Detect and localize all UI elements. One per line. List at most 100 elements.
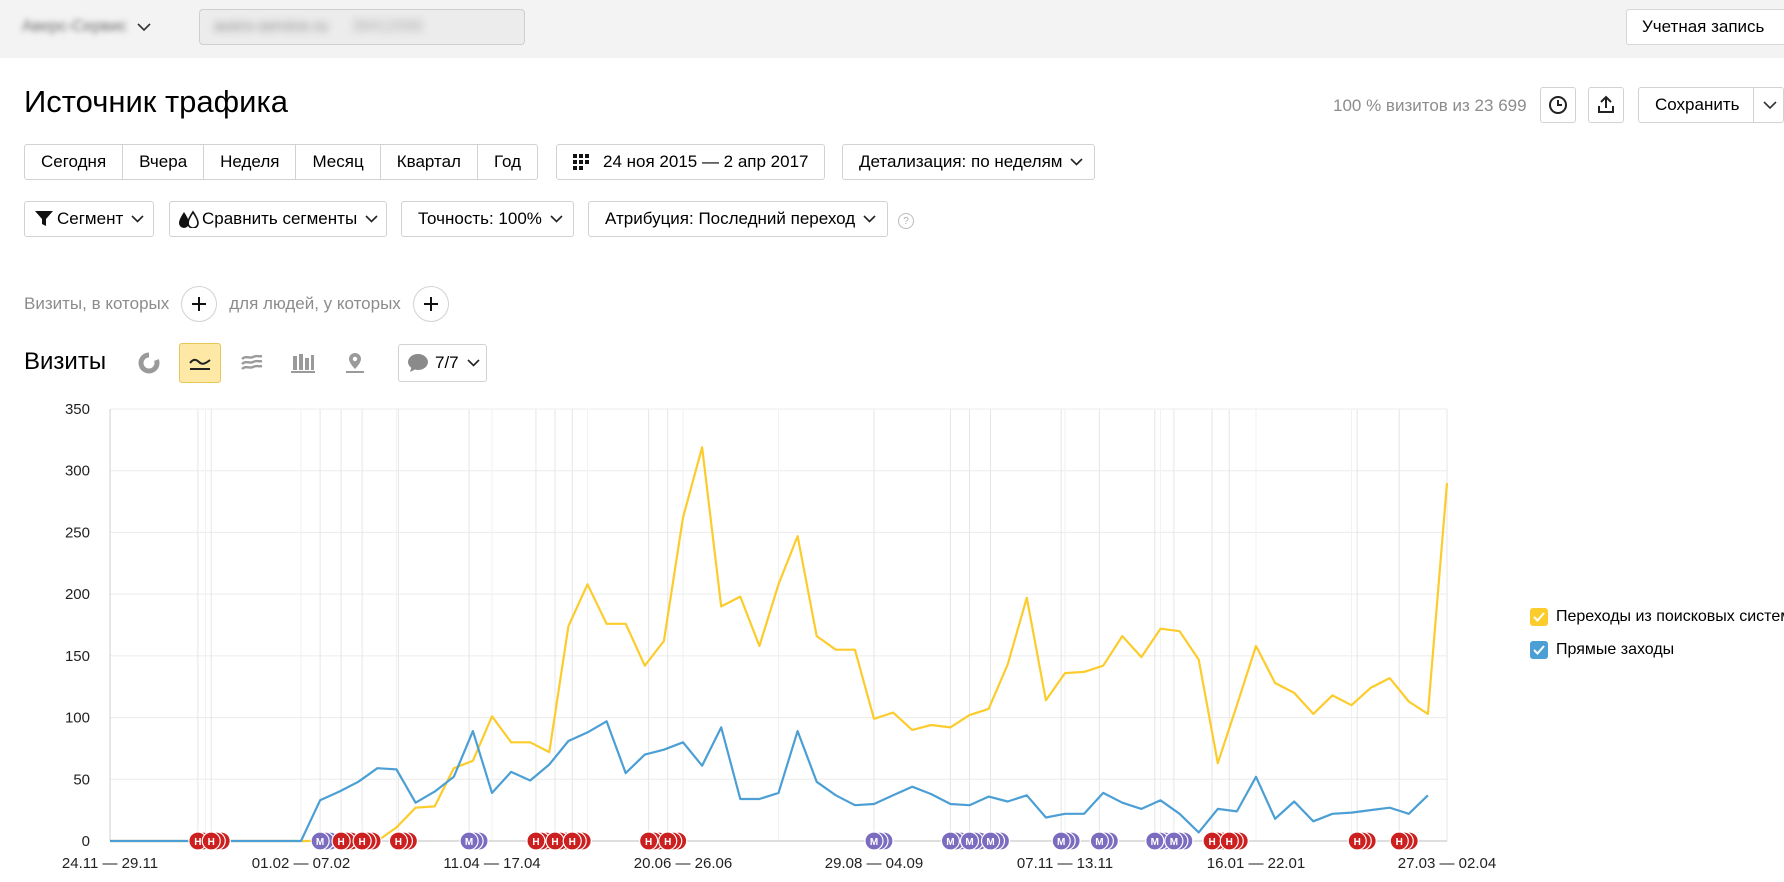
chevron-down-icon: [137, 22, 151, 31]
page-title: Источник трафика: [24, 84, 288, 119]
period-year[interactable]: Год: [493, 152, 522, 171]
segment-label: Сегмент: [57, 209, 124, 228]
legend-label: Переходы из поисковых систем: [1556, 608, 1784, 625]
add-visit-condition-button[interactable]: [181, 286, 218, 322]
compare-segments-dropdown[interactable]: Сравнить сегменты: [169, 201, 387, 237]
chart-type-bar[interactable]: [282, 343, 324, 383]
note-marker: [1145, 831, 1165, 851]
y-tick-label: 250: [65, 524, 90, 541]
note-marker: [388, 831, 409, 851]
note-marker: [980, 831, 1001, 851]
account-label: Учетная запись: [1642, 17, 1765, 36]
note-marker-letter: Н: [1226, 837, 1233, 848]
attribution-help-icon[interactable]: ?: [898, 213, 914, 229]
add-people-condition-button[interactable]: [412, 286, 449, 322]
note-marker-letter: Н: [194, 837, 201, 848]
y-tick-label: 150: [65, 648, 90, 665]
plus-icon: [423, 297, 438, 311]
note-marker: [459, 831, 479, 851]
detail-dropdown[interactable]: Детализация: по неделям: [842, 144, 1095, 180]
x-tick-label: 24.11 — 29.11: [62, 855, 158, 872]
filter-row: Визиты, в которых для людей, у которых: [24, 286, 449, 322]
accuracy-dropdown[interactable]: Точность: 100%: [401, 201, 574, 237]
note-marker: [201, 831, 221, 851]
notes-dropdown[interactable]: 7/7: [398, 344, 487, 382]
note-marker-letter: Н: [1208, 837, 1215, 848]
period-month[interactable]: Месяц: [296, 145, 381, 179]
chevron-down-icon: [863, 215, 876, 223]
chevron-down-icon: [1763, 101, 1777, 110]
note-marker-letter: М: [986, 837, 994, 848]
y-tick-label: 100: [65, 710, 90, 727]
chart-type-pie[interactable]: [128, 343, 170, 383]
note-marker-letter: М: [965, 837, 973, 848]
chart-title: Визиты: [24, 348, 107, 375]
area-chart-icon: [241, 354, 263, 370]
x-tick-label: 11.04 — 17.04: [443, 855, 540, 872]
bar-chart-icon: [291, 354, 315, 373]
x-tick-label: 07.11 — 13.11: [1017, 855, 1113, 872]
y-tick-label: 50: [73, 771, 90, 788]
calendar-icon: [573, 154, 589, 170]
attribution-dropdown[interactable]: Атрибуция: Последний переход: [588, 201, 888, 237]
period-today[interactable]: Сегодня: [25, 145, 124, 179]
chart-type-map[interactable]: [334, 343, 376, 383]
plus-icon: [192, 297, 207, 311]
counter-site: avers-service.ru: [214, 18, 328, 35]
chevron-down-icon: [131, 215, 144, 223]
note-marker: [959, 831, 980, 851]
note-marker-letter: Н: [551, 837, 558, 848]
chart-type-line[interactable]: [179, 343, 221, 383]
period-week[interactable]: Неделя: [204, 145, 297, 179]
period-selector: Сегодня Вчера Неделя Месяц Квартал Год: [24, 144, 539, 180]
account-button[interactable]: Учетная запись: [1626, 9, 1784, 45]
chart-type-area[interactable]: [231, 343, 273, 383]
counter-search-input[interactable]: avers-service.ru 38412090: [199, 9, 525, 45]
export-button[interactable]: [1588, 87, 1624, 123]
upload-icon: [1598, 95, 1614, 113]
people-filter-label: для людей, у которых: [229, 294, 401, 313]
map-pin-icon: [346, 353, 364, 373]
save-button[interactable]: Сохранить: [1638, 87, 1784, 123]
note-marker: [1089, 831, 1109, 851]
note-marker: [864, 831, 884, 851]
visits-filter-label: Визиты, в которых: [24, 294, 170, 313]
period-yesterday[interactable]: Вчера: [123, 145, 205, 179]
segment-dropdown[interactable]: Сегмент: [24, 201, 154, 237]
checkbox-checked-icon[interactable]: [1530, 608, 1548, 626]
y-tick-label: 300: [65, 463, 90, 480]
save-label: Сохранить: [1655, 95, 1740, 114]
detail-label: Детализация: по неделям: [859, 152, 1063, 171]
note-marker-letter: Н: [1396, 837, 1403, 848]
note-marker: [562, 831, 582, 851]
note-marker: [1347, 831, 1367, 851]
period-quarter[interactable]: Квартал: [381, 145, 478, 179]
checkbox-checked-icon[interactable]: [1530, 641, 1548, 659]
compare-label: Сравнить сегменты: [202, 209, 358, 228]
legend-item-direct[interactable]: Прямые заходы: [1530, 641, 1784, 659]
chevron-down-icon: [550, 215, 563, 223]
counter-id: 38412090: [351, 18, 423, 35]
chevron-down-icon: [467, 359, 480, 367]
note-marker: [526, 831, 546, 851]
note-marker: [940, 831, 961, 851]
note-marker: [1389, 831, 1409, 851]
history-button[interactable]: [1540, 87, 1576, 123]
date-range-button[interactable]: 24 ноя 2015 — 2 апр 2017: [556, 144, 825, 180]
x-tick-label: 27.03 — 02.04: [1398, 855, 1496, 872]
note-marker: [1219, 831, 1239, 851]
notes-count: 7/7: [435, 353, 459, 372]
attribution-label: Атрибуция: Последний переход: [605, 209, 856, 228]
accuracy-label: Точность: 100%: [418, 209, 542, 228]
note-marker-letter: М: [1057, 837, 1065, 848]
x-tick-label: 01.02 — 07.02: [252, 855, 350, 872]
legend-item-search[interactable]: Переходы из поисковых систем: [1530, 608, 1784, 626]
note-marker-letter: Н: [359, 837, 366, 848]
note-marker: [639, 831, 659, 851]
note-marker-letter: М: [1095, 837, 1103, 848]
counter-selector[interactable]: Аверс-Сервис: [22, 14, 151, 40]
note-marker: [1164, 831, 1184, 851]
note-marker-letter: Н: [645, 837, 652, 848]
line-chart-icon: [189, 358, 211, 370]
note-marker: [331, 831, 351, 851]
